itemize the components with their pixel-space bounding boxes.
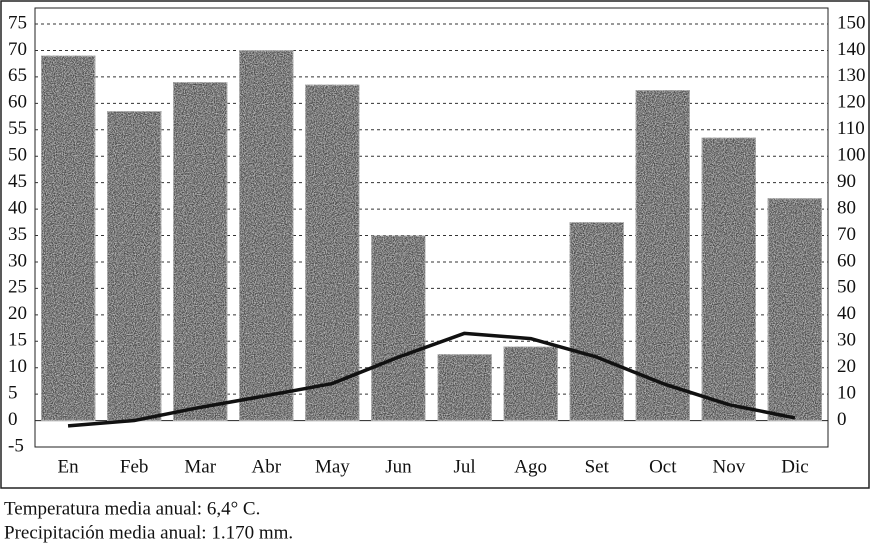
bar [436, 353, 493, 422]
y2-tick-label: 10 [837, 382, 856, 403]
bar [502, 345, 559, 422]
bar [238, 49, 295, 422]
note: Precipitación media anual: 1.170 mm. [4, 522, 293, 543]
bar [635, 89, 691, 422]
x-tick-label: Feb [120, 456, 149, 477]
y2-tick-label: 0 [837, 409, 847, 430]
y2-tick-label: 130 [837, 65, 866, 86]
y-tick-label: 25 [8, 277, 27, 298]
bar [172, 81, 228, 422]
y-tick-label: 45 [8, 171, 27, 192]
y2-tick-label: 60 [837, 250, 856, 271]
x-tick-label: Ago [514, 456, 547, 477]
x-tick-label: Dic [781, 456, 808, 477]
y-tick-label: 30 [8, 250, 27, 271]
frame [0, 0, 870, 489]
y2-tick-label: 90 [837, 171, 856, 192]
y-tick-label: 55 [8, 118, 27, 139]
y-tick-label: 65 [8, 65, 27, 86]
bar [106, 110, 162, 422]
bar [701, 136, 757, 422]
x-tick-label: Oct [649, 456, 677, 477]
y-tick-label: 5 [8, 382, 18, 403]
y-tick-label: 70 [8, 39, 27, 60]
y2-tick-label: 20 [837, 356, 856, 377]
x-tick-label: Abr [252, 456, 282, 477]
x-tick-label: Nov [713, 456, 746, 477]
y2-tick-label: 80 [837, 197, 856, 218]
y-tick-label: 15 [8, 330, 27, 351]
bar [304, 84, 361, 422]
x-tick-label: Jul [453, 456, 475, 477]
y-tick-label: 10 [8, 356, 27, 377]
y-tick-label: 60 [8, 92, 27, 113]
y-tick-label: 50 [8, 145, 27, 166]
bar [370, 234, 427, 422]
y-tick-label: 75 [8, 12, 27, 33]
y2-tick-label: 110 [837, 118, 865, 139]
x-tick-label: May [315, 456, 350, 477]
y-tick-label: 0 [8, 409, 18, 430]
y2-tick-label: 120 [837, 92, 866, 113]
note: Temperatura media anual: 6,4° C. [4, 498, 260, 519]
x-tick-label: Jun [385, 456, 412, 477]
y2-tick-label: 70 [837, 224, 856, 245]
y2-tick-label: 30 [837, 330, 856, 351]
y-tick-label: 40 [8, 197, 27, 218]
temperature-line [67, 331, 796, 428]
plot-area [34, 7, 829, 448]
y2-tick-label: 140 [837, 39, 866, 60]
bar [568, 221, 625, 422]
bar [767, 197, 823, 422]
y-tick-label: 35 [8, 224, 27, 245]
x-tick-label: Mar [184, 456, 216, 477]
y2-tick-label: 150 [837, 12, 866, 33]
y2-tick-label: 50 [837, 277, 856, 298]
y-tick-label: 20 [8, 303, 27, 324]
y2-tick-label: 40 [837, 303, 856, 324]
bar [40, 54, 96, 422]
x-tick-label: En [57, 456, 79, 477]
x-tick-label: Set [585, 456, 610, 477]
y-tick-label: -5 [8, 435, 24, 456]
y2-tick-label: 100 [837, 145, 866, 166]
